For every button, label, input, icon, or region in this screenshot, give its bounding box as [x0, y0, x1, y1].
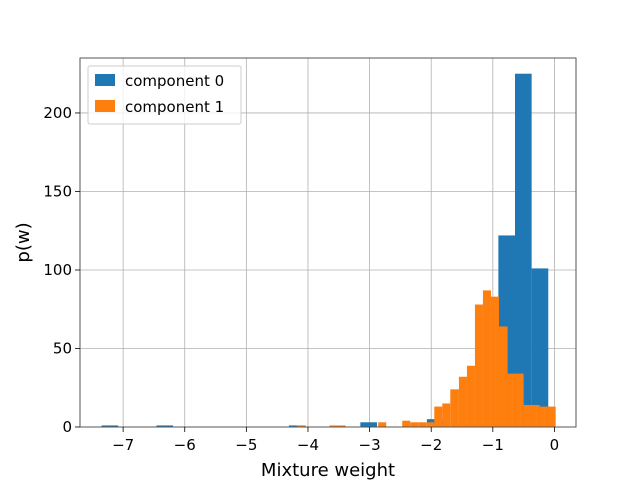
plot-frame — [79, 57, 577, 428]
y-axis-label: p(w) — [13, 222, 34, 262]
histogram-bar-component-1 — [337, 425, 346, 427]
histogram-bar-component-0 — [101, 425, 119, 427]
x-tick-label: −3 — [359, 436, 381, 454]
y-tick-label: 0 — [62, 418, 72, 436]
y-tick-label: 100 — [43, 261, 72, 279]
histogram-bar-component-1 — [531, 405, 540, 427]
histogram-bar-component-1 — [515, 373, 524, 427]
histogram-bar-component-1 — [490, 296, 499, 427]
x-tick-label: −4 — [297, 436, 319, 454]
x-tick-label: −5 — [235, 436, 257, 454]
histogram-bar-component-1 — [482, 290, 491, 427]
histogram-bar-component-1 — [539, 406, 548, 427]
y-tick-label: 150 — [43, 182, 72, 200]
x-tick-label: 0 — [550, 436, 560, 454]
histogram-bar-component-1 — [523, 405, 532, 427]
histogram-bars — [101, 73, 556, 428]
histogram-bar-component-0 — [360, 422, 377, 427]
legend-swatch-component-0 — [95, 74, 115, 86]
histogram-bar-component-1 — [466, 365, 475, 427]
histogram-bar-component-1 — [498, 326, 508, 427]
legend-label-component-0: component 0 — [125, 72, 224, 90]
histogram-bar-component-1 — [474, 304, 483, 427]
histogram-bar-component-1 — [402, 420, 411, 427]
histogram-bar-component-1 — [434, 406, 443, 427]
histogram-bar-component-1 — [426, 422, 435, 427]
histogram-bar-component-1 — [418, 422, 427, 427]
legend-swatch-component-1 — [95, 100, 115, 112]
histogram-bar-component-1 — [410, 422, 419, 427]
histogram-bar-component-1 — [507, 373, 516, 427]
histogram-bar-component-0 — [531, 268, 549, 427]
legend: component 0 component 1 — [87, 65, 242, 125]
x-tick-label: −6 — [174, 436, 196, 454]
histogram-bar-component-0 — [515, 73, 532, 428]
x-axis-label: Mixture weight — [261, 460, 395, 480]
histogram-bar-component-1 — [442, 403, 451, 427]
legend-box — [87, 65, 242, 125]
legend-label-component-1: component 1 — [125, 98, 224, 116]
x-tick-label: −7 — [112, 436, 134, 454]
histogram-bar-component-1 — [458, 376, 467, 427]
y-tick-label: 200 — [43, 104, 72, 122]
axis-ticks: −7 −6 −5 −4 −3 −2 −1 0 0 50 100 150 200 — [43, 104, 559, 454]
histogram-bar-component-1 — [450, 389, 459, 427]
histogram-bar-component-1 — [378, 422, 387, 427]
histogram-bar-component-1 — [296, 425, 305, 427]
histogram-bar-component-0 — [156, 425, 174, 427]
y-tick-label: 50 — [53, 339, 72, 357]
x-tick-label: −1 — [482, 436, 504, 454]
histogram-bar-component-1 — [329, 425, 338, 427]
x-tick-label: −2 — [420, 436, 442, 454]
histogram-bar-component-1 — [547, 406, 556, 427]
